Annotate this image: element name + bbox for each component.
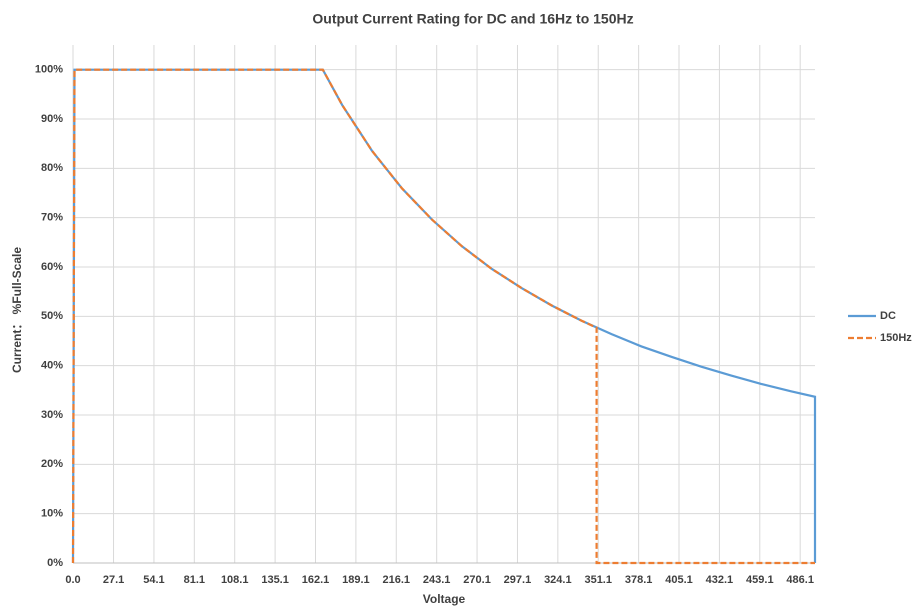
x-tick-label: 486.1 <box>786 574 814 586</box>
x-tick-label: 54.1 <box>143 574 164 586</box>
x-tick-label: 243.1 <box>423 574 451 586</box>
legend-label: DC <box>880 310 896 322</box>
x-tick-label: 324.1 <box>544 574 572 586</box>
x-tick-label: 0.0 <box>65 574 80 586</box>
y-tick-label: 80% <box>41 162 63 174</box>
x-tick-label: 189.1 <box>342 574 370 586</box>
y-tick-label: 0% <box>47 557 63 569</box>
y-tick-label: 40% <box>41 360 63 372</box>
x-tick-label: 108.1 <box>221 574 249 586</box>
x-axis-title: Voltage <box>423 592 466 606</box>
y-tick-label: 90% <box>41 113 63 125</box>
x-tick-label: 405.1 <box>665 574 693 586</box>
x-tick-label: 81.1 <box>184 574 205 586</box>
y-tick-label: 60% <box>41 261 63 273</box>
legend-label: 150Hz <box>880 332 912 344</box>
x-tick-label: 162.1 <box>302 574 330 586</box>
y-tick-label: 10% <box>41 508 63 520</box>
data-line <box>71 68 815 565</box>
x-tick-label: 351.1 <box>584 574 612 586</box>
x-tick-label: 27.1 <box>103 574 124 586</box>
y-tick-label: 20% <box>41 458 63 470</box>
x-tick-label: 297.1 <box>504 574 532 586</box>
y-tick-label: 50% <box>41 310 63 322</box>
x-tick-label: 378.1 <box>625 574 653 586</box>
x-tick-label: 432.1 <box>706 574 734 586</box>
y-axis-title: Current： %Full-Scale <box>10 247 24 373</box>
x-tick-label: 135.1 <box>261 574 289 586</box>
x-tick-label: 459.1 <box>746 574 774 586</box>
x-tick-label: 216.1 <box>383 574 411 586</box>
y-tick-label: 70% <box>41 212 63 224</box>
chart-title: Output Current Rating for DC and 16Hz to… <box>312 11 633 27</box>
y-tick-label: 100% <box>35 64 63 76</box>
y-tick-label: 30% <box>41 409 63 421</box>
x-tick-label: 270.1 <box>463 574 491 586</box>
